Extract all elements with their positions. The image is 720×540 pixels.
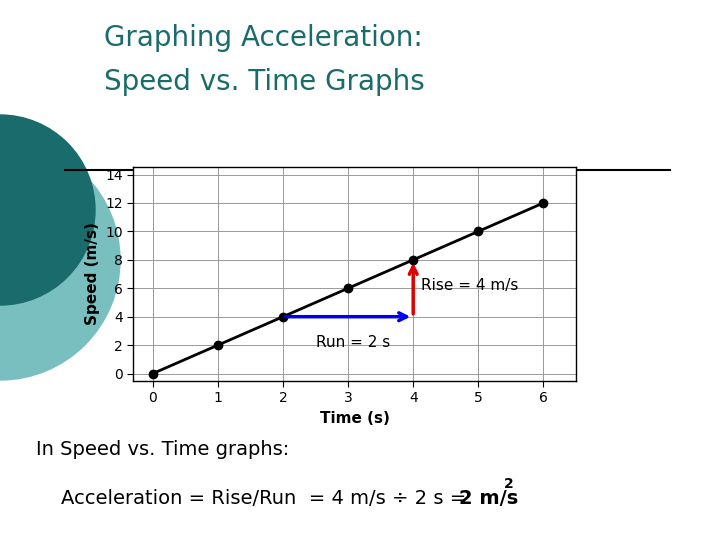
X-axis label: Time (s): Time (s) <box>320 411 390 426</box>
Text: 2: 2 <box>504 477 514 491</box>
Text: In Speed vs. Time graphs:: In Speed vs. Time graphs: <box>36 440 289 459</box>
Text: 2 m/s: 2 m/s <box>459 489 518 508</box>
Circle shape <box>0 140 120 380</box>
Text: Run = 2 s: Run = 2 s <box>315 335 390 350</box>
Y-axis label: Speed (m/s): Speed (m/s) <box>85 222 99 326</box>
Text: Speed vs. Time Graphs: Speed vs. Time Graphs <box>104 68 425 96</box>
Circle shape <box>0 115 95 305</box>
Text: Graphing Acceleration:: Graphing Acceleration: <box>104 24 423 52</box>
Text: Rise = 4 m/s: Rise = 4 m/s <box>421 278 518 293</box>
Text: Acceleration = Rise/Run  = 4 m/s ÷ 2 s =: Acceleration = Rise/Run = 4 m/s ÷ 2 s = <box>36 489 472 508</box>
